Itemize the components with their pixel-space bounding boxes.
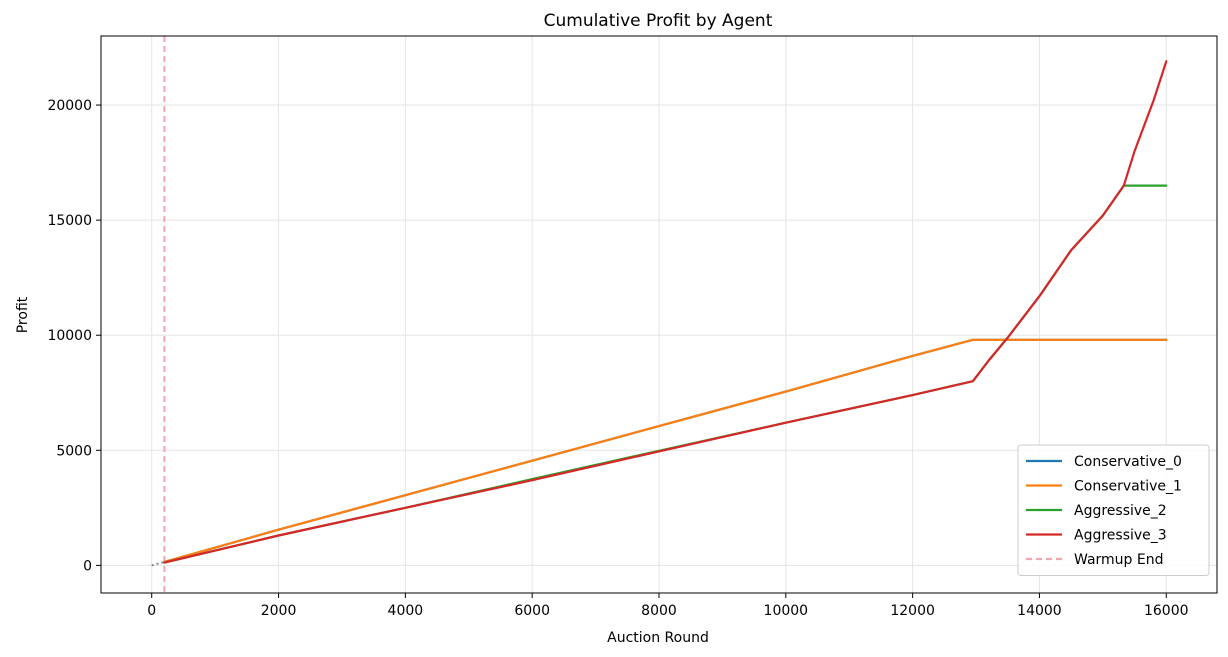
legend-label-0: Conservative_0 [1074,454,1182,470]
y-tick-label-2: 10000 [47,328,92,344]
x-tick-label-8: 16000 [1144,603,1189,619]
y-tick-label-3: 15000 [47,213,92,229]
legend-label-2: Aggressive_2 [1074,503,1167,519]
y-tick-label-4: 20000 [47,98,92,114]
series-line-conservative-1 [163,338,1168,564]
x-tick-label-4: 8000 [641,603,677,619]
axes: 0 2000 4000 6000 8000 10000 12000 14000 16000 0 50… [47,35,1218,619]
legend-label-3: Aggressive_3 [1074,528,1167,544]
x-tick-label-3: 6000 [514,603,550,619]
series-line-aggressive-2 [163,184,1168,564]
y-axis-label: Profit [15,296,31,333]
x-tick-label-6: 12000 [890,603,935,619]
y-tick-label-0: 0 [83,558,92,574]
chart-title: Cumulative Profit by Agent [544,11,773,31]
legend-box [1017,444,1210,576]
series-line-aggressive-3 [163,60,1168,564]
series-layer [151,36,1168,593]
y-tick-label-1: 5000 [56,443,92,459]
warmup-segment [151,560,165,567]
x-tick-label-7: 14000 [1017,603,1062,619]
legend: Conservative_0 Conservative_1 Aggressive_2… [1017,444,1210,576]
x-tick-label-2: 4000 [388,603,424,619]
x-tick-label-1: 2000 [261,603,297,619]
legend-label-1: Conservative_1 [1074,479,1182,495]
x-tick-label-5: 10000 [764,603,809,619]
x-axis-label: Auction Round [607,630,709,646]
x-tick-label-0: 0 [147,603,156,619]
legend-label-4: Warmup End [1074,552,1164,568]
